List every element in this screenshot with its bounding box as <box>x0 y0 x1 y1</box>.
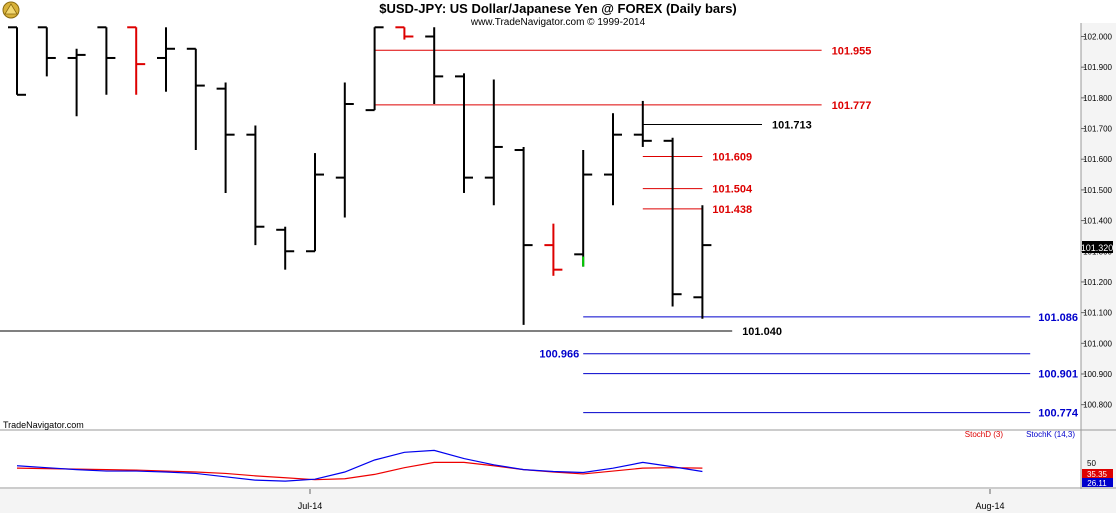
stochastic-pane: StochD (3) StochK (14,3) 50 35.35 26.11 <box>16 430 1113 488</box>
stoch-series-StochD (3) <box>16 461 703 481</box>
level-label-101.777: 101.777 <box>832 100 872 112</box>
price-tick-label: 101.100 <box>1083 309 1112 318</box>
ohlc-bar <box>216 82 235 193</box>
last-price-badge <box>1082 241 1113 253</box>
ohlc-bar <box>455 73 473 193</box>
trade-navigator-logo-icon <box>2 1 20 19</box>
price-tick-label: 101.600 <box>1083 155 1112 164</box>
price-tick-label: 101.200 <box>1083 278 1112 287</box>
ohlc-bar <box>604 113 622 206</box>
level-label-101.713: 101.713 <box>772 120 812 132</box>
price-tick-label: 101.400 <box>1083 217 1112 226</box>
level-label-101.504: 101.504 <box>712 184 753 196</box>
stochd-value-label: 35.35 <box>1087 470 1108 479</box>
ohlc-bar <box>157 27 175 92</box>
price-axis-panel <box>1081 23 1116 513</box>
legend-stochd: StochD (3) <box>965 430 1004 439</box>
price-plot-background <box>0 23 1081 488</box>
stoch-axis-tick-50: 50 <box>1087 459 1096 468</box>
stochd-value-badge <box>1082 469 1113 478</box>
chart-title: $USD-JPY: US Dollar/Japanese Yen @ FOREX… <box>379 1 737 16</box>
ohlc-bar <box>663 137 682 307</box>
level-label-100.774: 100.774 <box>1038 408 1079 420</box>
price-tick-label: 101.000 <box>1083 339 1112 348</box>
stochastic-lines <box>16 449 703 482</box>
stochk-value-label: 26.11 <box>1087 479 1107 488</box>
watermark: TradeNavigator.com <box>3 420 84 430</box>
ohlc-bar <box>544 223 563 276</box>
ohlc-bar <box>8 26 26 96</box>
ohlc-bar <box>395 26 414 40</box>
level-label-101.438: 101.438 <box>712 204 752 216</box>
last-price-label: 101.320 <box>1081 243 1114 253</box>
ohlc-bar <box>306 153 324 253</box>
price-tick-label: 102.000 <box>1083 33 1112 42</box>
level-label-101.609: 101.609 <box>712 151 752 163</box>
ohlc-bar <box>425 27 444 104</box>
ohlc-bar <box>335 82 354 218</box>
ohlc-bar <box>693 205 712 319</box>
ohlc-bar <box>276 226 295 270</box>
ohlc-bar <box>97 26 116 95</box>
price-tick-label: 101.900 <box>1083 63 1112 72</box>
stochk-value-badge <box>1082 478 1113 487</box>
price-tick-label: 101.700 <box>1083 125 1112 134</box>
legend-stochk: StochK (14,3) <box>1026 430 1075 439</box>
ohlc-bar <box>37 26 56 77</box>
price-tick-label: 101.500 <box>1083 186 1112 195</box>
price-bars <box>8 26 712 325</box>
level-label-100.901: 100.901 <box>1038 369 1078 381</box>
time-tick-jul: Jul-14 <box>298 501 323 511</box>
ohlc-bar <box>186 47 205 151</box>
level-label-101.955: 101.955 <box>832 45 872 57</box>
ohlc-bar <box>365 26 384 112</box>
ohlc-bar <box>633 100 652 147</box>
chart-subtitle: www.TradeNavigator.com © 1999-2014 <box>470 17 646 28</box>
stoch-series-StochK (14,3) <box>16 449 703 482</box>
time-tick-aug: Aug-14 <box>975 501 1004 511</box>
ohlc-bar <box>67 48 86 117</box>
ohlc-bar <box>484 79 503 206</box>
time-axis-panel <box>0 489 1116 513</box>
price-tick-label: 100.800 <box>1083 401 1112 410</box>
ohlc-bar <box>127 26 146 95</box>
level-label-101.040: 101.040 <box>742 326 782 338</box>
ohlc-bar <box>246 125 265 246</box>
price-axis-ticks: 102.000 101.900 101.800 101.700 101.600 101.5… <box>1081 33 1113 410</box>
price-tick-label: 101.800 <box>1083 94 1112 103</box>
ohlc-bar <box>574 150 593 267</box>
level-label-101.086: 101.086 <box>1038 312 1078 324</box>
ohlc-bar <box>514 146 533 325</box>
level-label-100.966: 100.966 <box>539 349 579 361</box>
price-tick-label: 100.900 <box>1083 370 1112 379</box>
